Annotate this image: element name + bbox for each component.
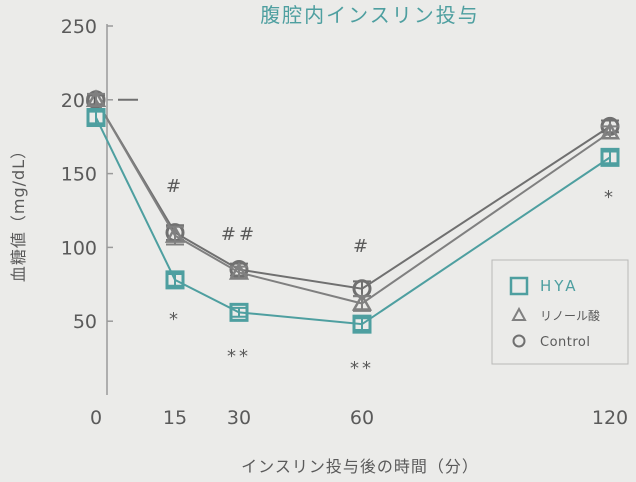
series-marker-hya [600, 147, 620, 167]
legend-label: Control [540, 335, 591, 350]
x-tick-label: 60 [350, 407, 374, 429]
chart-title: 腹腔内インスリン投与 [260, 3, 480, 27]
series-marker-hya [165, 270, 185, 290]
x-tick-label: 0 [90, 407, 102, 429]
x-tick-label: 15 [163, 407, 187, 429]
significance-star: * [604, 187, 616, 208]
series-square [86, 108, 620, 334]
y-tick-label: 250 [61, 16, 97, 38]
legend-marker-linoleic [511, 306, 527, 321]
y-tick-label: 50 [73, 311, 97, 333]
significance-star: ** [350, 358, 374, 379]
significance-star: ** [227, 346, 251, 367]
legend-marker-control [512, 334, 526, 348]
x-axis-label: インスリン投与後の時間（分） [241, 457, 479, 476]
series-marker-linoleic [164, 225, 186, 243]
series-triangle [85, 89, 621, 312]
legend-marker-hya [509, 276, 529, 296]
legend-box [491, 259, 629, 365]
series-marker-hya [352, 314, 372, 334]
significance-hash: ## [221, 224, 257, 245]
y-tick-label: 100 [61, 237, 97, 259]
legend-label: リノール酸 [540, 308, 600, 323]
series-marker-linoleic [599, 121, 621, 140]
legend-label: HYA [540, 277, 579, 295]
y-tick-label: 150 [61, 164, 97, 186]
significance-star: * [169, 309, 181, 330]
series-marker-hya [229, 302, 249, 322]
x-tick-label: 120 [592, 407, 628, 429]
y-axis-label: 血糖値（mg/dL） [9, 142, 28, 282]
significance-hash: # [353, 236, 371, 257]
series-marker-linoleic [228, 261, 250, 280]
x-tick-label: 30 [227, 407, 251, 429]
series-marker-linoleic [85, 89, 107, 108]
series-line [95, 117, 611, 326]
series-marker-hya [86, 108, 106, 128]
legend: HYA リノール酸 Control [491, 259, 629, 365]
significance-hash: # [166, 176, 184, 197]
series-marker-linoleic [351, 292, 373, 311]
